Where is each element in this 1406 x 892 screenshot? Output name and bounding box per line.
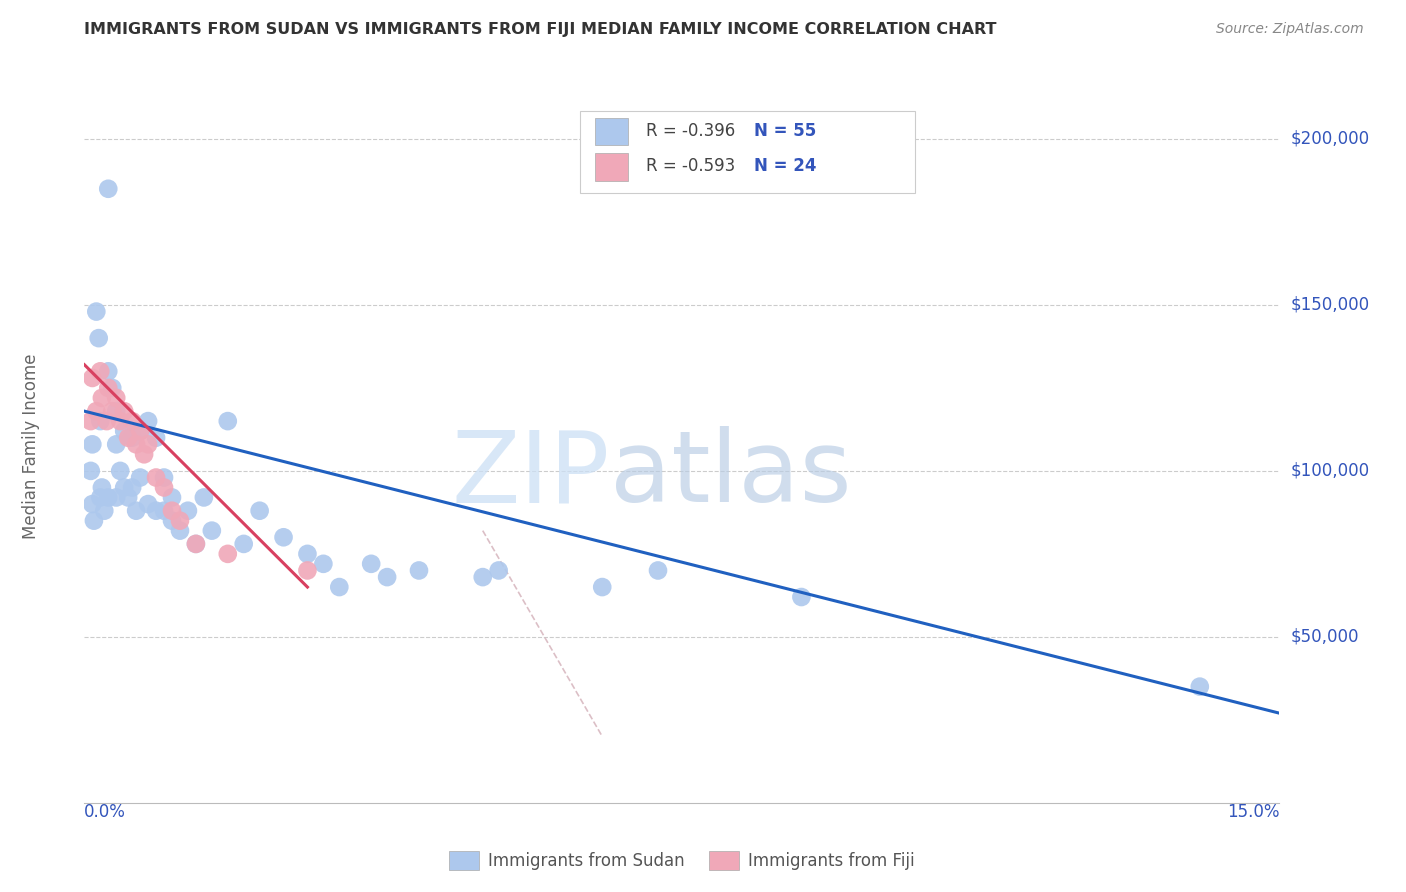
Point bbox=[136, 437, 159, 451]
Point bbox=[125, 504, 148, 518]
Point bbox=[153, 481, 176, 495]
Point bbox=[184, 537, 207, 551]
Point bbox=[201, 524, 224, 538]
Text: $50,000: $50,000 bbox=[1291, 628, 1360, 646]
Point bbox=[87, 331, 110, 345]
Point bbox=[110, 414, 132, 428]
Text: $200,000: $200,000 bbox=[1291, 130, 1369, 148]
FancyBboxPatch shape bbox=[595, 118, 628, 145]
Point bbox=[328, 580, 350, 594]
Point bbox=[232, 537, 254, 551]
Point bbox=[101, 381, 124, 395]
Text: atlas: atlas bbox=[610, 426, 852, 523]
Point bbox=[312, 557, 335, 571]
Point bbox=[790, 590, 813, 604]
Point bbox=[136, 414, 159, 428]
Text: IMMIGRANTS FROM SUDAN VS IMMIGRANTS FROM FIJI MEDIAN FAMILY INCOME CORRELATION C: IMMIGRANTS FROM SUDAN VS IMMIGRANTS FROM… bbox=[84, 22, 997, 37]
Text: 15.0%: 15.0% bbox=[1227, 803, 1279, 821]
Point bbox=[105, 437, 128, 451]
Point bbox=[82, 437, 104, 451]
Text: N = 55: N = 55 bbox=[754, 121, 815, 139]
Point bbox=[408, 564, 430, 578]
Text: Median Family Income: Median Family Income bbox=[21, 353, 39, 539]
Point bbox=[153, 470, 176, 484]
Point bbox=[217, 414, 239, 428]
Point bbox=[125, 437, 148, 451]
Point bbox=[129, 470, 152, 484]
FancyBboxPatch shape bbox=[595, 153, 628, 180]
Point bbox=[136, 497, 159, 511]
Text: Source: ZipAtlas.com: Source: ZipAtlas.com bbox=[1216, 22, 1364, 37]
Point bbox=[110, 464, 132, 478]
Point bbox=[90, 391, 112, 405]
Point bbox=[101, 404, 124, 418]
Point bbox=[82, 371, 104, 385]
Point bbox=[89, 491, 111, 505]
Point bbox=[169, 524, 191, 538]
Point bbox=[169, 514, 191, 528]
Point bbox=[97, 381, 120, 395]
Point bbox=[83, 514, 105, 528]
Point bbox=[249, 504, 271, 518]
Point bbox=[112, 424, 135, 438]
Point bbox=[160, 514, 183, 528]
Point bbox=[647, 564, 669, 578]
Point bbox=[153, 504, 176, 518]
Point bbox=[273, 530, 295, 544]
Point bbox=[217, 547, 239, 561]
Text: R = -0.396: R = -0.396 bbox=[645, 121, 735, 139]
Point bbox=[117, 431, 139, 445]
Text: R = -0.593: R = -0.593 bbox=[645, 157, 735, 175]
Point bbox=[121, 414, 143, 428]
Point bbox=[80, 414, 103, 428]
Point bbox=[105, 404, 128, 418]
Point bbox=[177, 504, 200, 518]
Point bbox=[121, 431, 143, 445]
Point bbox=[89, 364, 111, 378]
Legend: Immigrants from Sudan, Immigrants from Fiji: Immigrants from Sudan, Immigrants from F… bbox=[443, 844, 921, 877]
Text: N = 24: N = 24 bbox=[754, 157, 815, 175]
Point bbox=[488, 564, 510, 578]
Point bbox=[375, 570, 398, 584]
Point bbox=[193, 491, 215, 505]
Point bbox=[132, 447, 156, 461]
Point bbox=[297, 564, 319, 578]
Point bbox=[129, 424, 152, 438]
Point bbox=[90, 481, 112, 495]
Point bbox=[89, 414, 111, 428]
Point bbox=[145, 504, 167, 518]
Point bbox=[121, 481, 143, 495]
Point bbox=[97, 364, 120, 378]
Point bbox=[297, 547, 319, 561]
Point bbox=[160, 491, 183, 505]
Point bbox=[160, 504, 183, 518]
Point bbox=[86, 304, 108, 318]
Point bbox=[112, 481, 135, 495]
Text: $100,000: $100,000 bbox=[1291, 462, 1369, 480]
Point bbox=[82, 497, 104, 511]
Point bbox=[112, 404, 135, 418]
Point bbox=[86, 404, 108, 418]
Text: 0.0%: 0.0% bbox=[84, 803, 127, 821]
Point bbox=[145, 470, 167, 484]
Point bbox=[105, 491, 128, 505]
Point bbox=[97, 491, 120, 505]
Point bbox=[591, 580, 613, 594]
Point bbox=[145, 431, 167, 445]
Text: ZIP: ZIP bbox=[451, 426, 610, 523]
Point bbox=[117, 491, 139, 505]
Text: $150,000: $150,000 bbox=[1291, 296, 1369, 314]
Point bbox=[360, 557, 382, 571]
FancyBboxPatch shape bbox=[581, 111, 915, 193]
Point bbox=[105, 391, 128, 405]
Point bbox=[1188, 680, 1211, 694]
Point bbox=[184, 537, 207, 551]
Point bbox=[129, 424, 152, 438]
Point bbox=[97, 182, 120, 196]
Point bbox=[471, 570, 494, 584]
Point bbox=[96, 414, 118, 428]
Point bbox=[93, 504, 115, 518]
Point bbox=[80, 464, 103, 478]
